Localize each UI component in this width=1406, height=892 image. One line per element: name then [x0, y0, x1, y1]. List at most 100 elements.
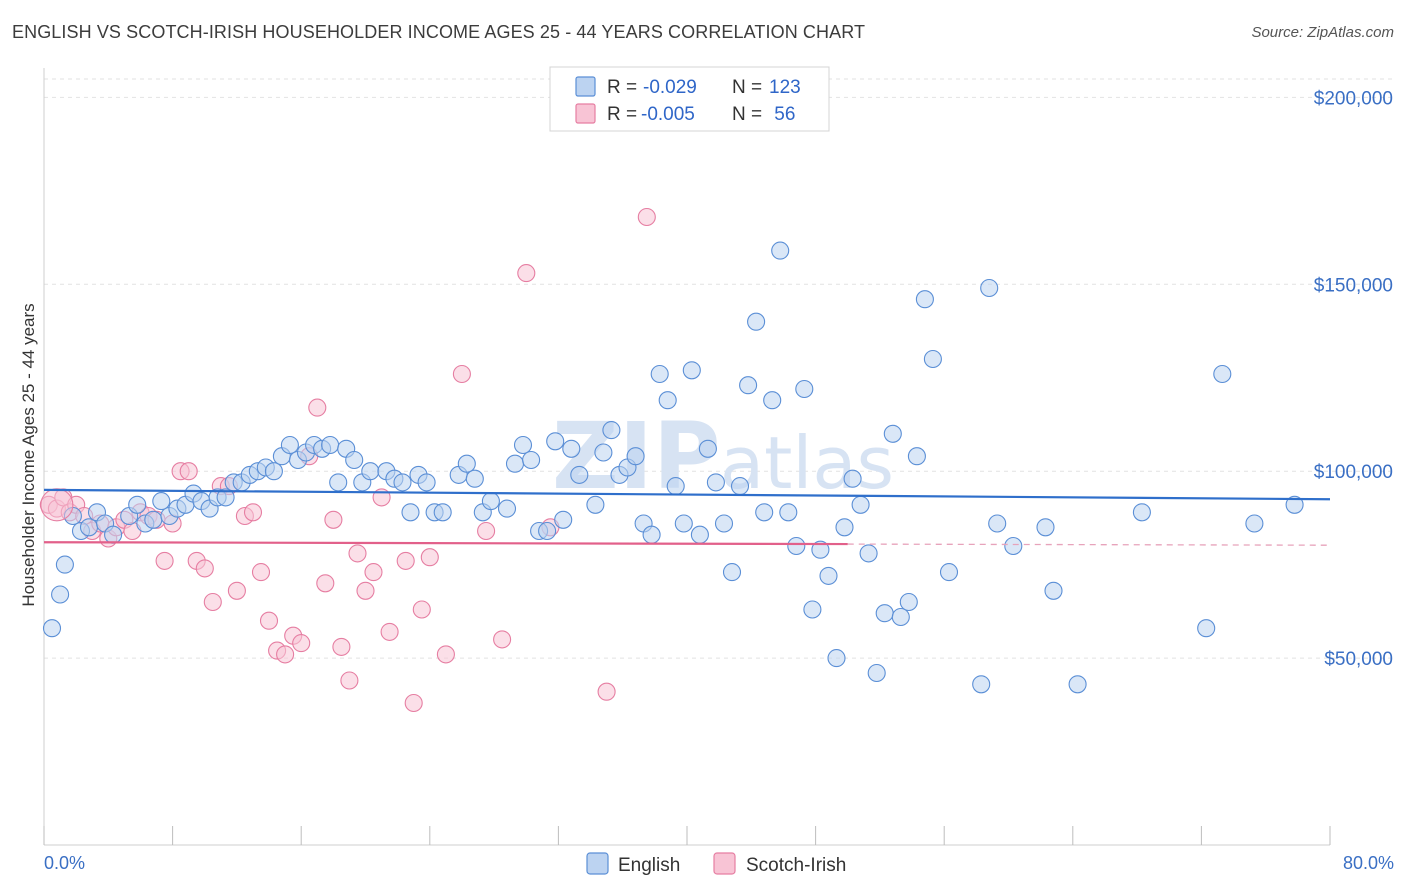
- english-point: [811, 540, 830, 559]
- english-point: [747, 312, 766, 331]
- correlation-legend: R = -0.029 N = 123 R = -0.005 N = 56: [549, 66, 830, 132]
- english-point: [972, 675, 991, 694]
- english-point: [626, 447, 645, 466]
- english-point: [457, 454, 476, 473]
- legend-english-r-label: R =: [607, 77, 637, 98]
- english-point: [891, 607, 910, 627]
- english-point: [883, 424, 902, 443]
- english-point: [658, 391, 677, 410]
- scotch-irish-point: [396, 551, 415, 570]
- scotch-irish-point: [203, 592, 222, 612]
- scotch-irish-point: [452, 364, 471, 384]
- scotch-irish-point: [493, 630, 512, 649]
- axis-layer: $50,000 $100,000 $150,000 $200,000: [43, 68, 1393, 846]
- scotch-irish-point: [340, 671, 359, 690]
- scotch-irish-point: [356, 581, 375, 600]
- english-point: [923, 349, 942, 369]
- scotch-irish-point: [436, 645, 455, 664]
- english-point: [795, 379, 814, 399]
- english-point: [51, 585, 70, 604]
- english-point: [819, 566, 838, 585]
- english-point: [1132, 503, 1151, 522]
- english-point: [803, 600, 822, 619]
- scotch-irish-trendline: [43, 541, 848, 546]
- legend-box: [549, 66, 830, 132]
- english-point: [513, 435, 533, 455]
- english-point: [1213, 364, 1232, 384]
- y-tick-label: $200,000: [1314, 88, 1393, 109]
- english-point: [1036, 518, 1055, 537]
- english-point: [554, 510, 573, 529]
- legend-scotch-n-value: 56: [769, 104, 795, 125]
- trend-layer: [43, 488, 1331, 546]
- english-point: [698, 439, 717, 458]
- english-point: [497, 499, 517, 518]
- english-point: [586, 495, 605, 514]
- legend-scotch-r-value: -0.005: [641, 104, 695, 125]
- scotch-irish-point: [259, 611, 279, 630]
- scotch-irish-point: [195, 559, 214, 578]
- scotch-irish-point: [517, 264, 536, 283]
- scotch-irish-point: [276, 645, 295, 664]
- english-point: [650, 364, 669, 384]
- legend-english-n-label: N =: [732, 77, 762, 98]
- english-point: [280, 435, 299, 455]
- english-point: [787, 536, 806, 556]
- legend-english-r-value: -0.029: [643, 77, 697, 98]
- english-trendline: [43, 488, 1331, 501]
- english-point: [79, 518, 99, 537]
- scotch-irish-point: [364, 563, 383, 582]
- watermark-atlas: atlas: [720, 421, 894, 505]
- english-point: [899, 592, 918, 612]
- english-point: [851, 495, 870, 514]
- scotch-irish-cluster-point: [40, 488, 74, 522]
- english-point: [465, 469, 484, 488]
- english-point: [755, 503, 774, 522]
- english-point: [690, 525, 709, 544]
- bottom-legend-scotch-irish: Scotch-Irish: [746, 855, 846, 876]
- scotch-irish-point: [637, 207, 656, 227]
- english-point: [859, 544, 878, 563]
- english-point: [1044, 581, 1063, 600]
- english-point: [144, 510, 163, 529]
- scotch-irish-point: [380, 622, 399, 641]
- english-point: [779, 503, 798, 522]
- scotch-irish-point: [404, 693, 423, 713]
- english-point: [546, 432, 565, 451]
- points-layer: [39, 207, 1304, 713]
- english-point: [907, 447, 926, 466]
- english-point: [1004, 536, 1023, 556]
- english-point: [1197, 619, 1216, 638]
- english-point: [867, 663, 886, 683]
- english-point: [55, 555, 74, 574]
- english-point: [875, 604, 894, 623]
- scotch-irish-point: [477, 521, 496, 541]
- legend-scotch-n-label: N =: [732, 104, 762, 125]
- legend-scotch-r-label: R =: [607, 104, 637, 125]
- english-point: [401, 503, 420, 522]
- english-point: [602, 421, 621, 440]
- watermark: ZIP atlas: [552, 403, 894, 510]
- x-tick-label-max: 80.0%: [1343, 853, 1394, 873]
- english-point: [570, 465, 589, 484]
- english-point: [706, 473, 725, 492]
- y-tick-label: $50,000: [1324, 649, 1393, 670]
- english-point: [361, 462, 380, 481]
- scotch-irish-point: [251, 563, 271, 582]
- scotch-irish-point: [316, 574, 335, 593]
- english-point: [939, 563, 959, 582]
- english-point: [562, 439, 581, 458]
- english-point: [329, 473, 348, 492]
- scotch-irish-point: [243, 503, 263, 522]
- english-point: [538, 521, 557, 541]
- series-legend: English Scotch-Irish: [586, 852, 846, 876]
- english-point: [835, 518, 854, 537]
- bottom-legend-swatch-scotch-irish: [713, 852, 736, 875]
- scotch-irish-trendline-extension: [847, 543, 1331, 546]
- y-axis-title: Householder Income Ages 25 - 44 years: [19, 303, 38, 606]
- english-point: [481, 492, 500, 511]
- english-point: [771, 241, 790, 260]
- legend-swatch-english: [575, 76, 596, 97]
- y-tick-label: $100,000: [1314, 462, 1393, 483]
- english-point: [666, 477, 685, 496]
